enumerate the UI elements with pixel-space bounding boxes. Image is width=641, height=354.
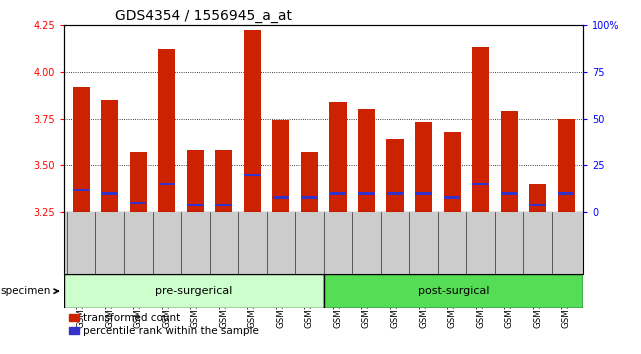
Bar — [387, 139, 404, 212]
Bar — [558, 119, 575, 212]
Bar — [159, 183, 175, 185]
Bar — [501, 193, 517, 195]
Bar — [72, 87, 90, 212]
Text: pre-surgerical: pre-surgerical — [155, 286, 233, 296]
Bar — [472, 183, 488, 185]
Bar — [158, 49, 176, 212]
Bar — [329, 102, 347, 212]
Bar — [330, 193, 346, 195]
Bar — [415, 193, 431, 195]
FancyBboxPatch shape — [64, 274, 324, 308]
Bar — [358, 193, 374, 195]
Bar — [273, 196, 289, 199]
Text: GDS4354 / 1556945_a_at: GDS4354 / 1556945_a_at — [115, 9, 292, 23]
Bar — [272, 120, 290, 212]
Legend: transformed count, percentile rank within the sample: transformed count, percentile rank withi… — [69, 313, 259, 336]
Text: specimen: specimen — [1, 286, 58, 296]
Bar — [301, 196, 317, 199]
Bar — [216, 204, 232, 206]
Bar — [472, 47, 489, 212]
Bar — [358, 109, 375, 212]
Bar — [187, 150, 204, 212]
Bar — [101, 100, 119, 212]
Bar — [529, 204, 545, 206]
Bar — [130, 202, 146, 204]
Bar — [444, 132, 461, 212]
Bar — [529, 184, 546, 212]
Bar — [129, 152, 147, 212]
Bar — [415, 122, 432, 212]
Bar — [244, 174, 260, 176]
Bar — [187, 204, 203, 206]
Bar — [444, 196, 460, 199]
Text: post-surgical: post-surgical — [418, 286, 489, 296]
Bar — [215, 150, 233, 212]
Bar — [387, 193, 403, 195]
FancyBboxPatch shape — [324, 274, 583, 308]
Bar — [301, 152, 318, 212]
Bar — [102, 193, 118, 195]
Bar — [558, 193, 574, 195]
Bar — [501, 111, 518, 212]
Bar — [73, 189, 89, 191]
Bar — [244, 30, 261, 212]
